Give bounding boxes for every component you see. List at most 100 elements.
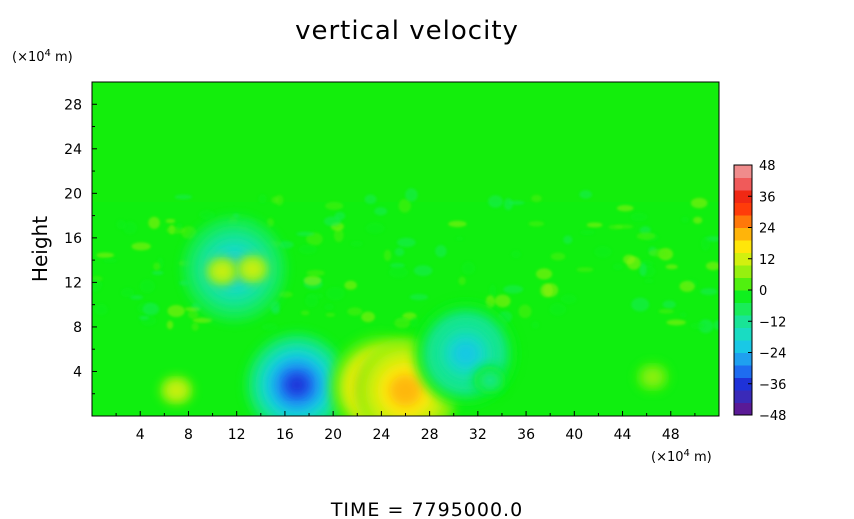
turbulence-cell [511, 250, 521, 259]
turbulence-cell [96, 252, 115, 258]
turbulence-cell [174, 194, 193, 200]
y-axis-unit: (×104 m) [12, 48, 73, 65]
turbulence-cell [531, 194, 542, 203]
x-tick-label: 12 [228, 427, 246, 443]
colorbar-swatch [734, 302, 752, 316]
turbulence-cell [550, 252, 566, 261]
turbulence-cell [616, 205, 634, 212]
turbulence-cell [374, 207, 388, 216]
colorbar-tick-label: −48 [759, 409, 786, 424]
velocity-cell [236, 254, 269, 284]
turbulence-cell [266, 218, 274, 228]
time-footer: TIME = 7795000.0 [330, 499, 523, 519]
y-axis-label: Height [28, 216, 52, 282]
turbulence-cell [192, 317, 213, 323]
velocity-cell [473, 365, 507, 395]
chart-title: vertical velocity [295, 16, 519, 46]
turbulence-cell [693, 216, 703, 224]
colorbar-swatch [734, 190, 752, 203]
colorbar-tick-label: −36 [759, 378, 786, 393]
turbulence-cell [461, 261, 476, 275]
turbulence-cell [344, 280, 357, 290]
turbulence-cell [142, 302, 160, 316]
turbulence-cell [187, 309, 199, 319]
turbulence-cell [350, 240, 363, 247]
colorbar-tick-label: −24 [759, 347, 786, 362]
colorbar-swatch [734, 377, 752, 391]
turbulence-cell [485, 295, 495, 309]
velocity-features [160, 216, 670, 416]
turbulence-cell [398, 199, 411, 213]
turbulence-cell [131, 242, 151, 251]
turbulence-cell [503, 198, 513, 211]
turbulence-cell [488, 195, 503, 208]
turbulence-cell [458, 276, 466, 286]
turbulence-cell [176, 223, 183, 230]
y-tick-label: 8 [73, 320, 82, 336]
turbulence-cell [518, 304, 532, 319]
turbulence-cell [531, 321, 540, 329]
turbulence-cell [138, 315, 150, 320]
turbulence-cell [594, 246, 612, 258]
turbulence-cell [325, 312, 336, 317]
turbulence-cell [116, 219, 126, 230]
velocity-cell [160, 375, 193, 405]
colorbar-swatch [734, 165, 752, 178]
colorbar-swatch [734, 240, 752, 253]
turbulence-cell [644, 278, 654, 284]
colorbar-swatch [734, 227, 752, 241]
turbulence-cell [306, 269, 325, 277]
x-tick-label: 16 [276, 427, 294, 443]
turbulence-cell [120, 287, 135, 298]
colorbar-tick-label: 48 [759, 159, 776, 174]
turbulence-cell [325, 201, 344, 210]
turbulence-cell [698, 319, 714, 334]
turbulence-cell [679, 312, 687, 318]
turbulence-cell [325, 286, 345, 301]
turbulence-cell [394, 317, 411, 329]
turbulence-cell [394, 247, 405, 257]
turbulence-cell [489, 284, 497, 298]
turbulence-cell [152, 270, 164, 275]
turbulence-cell [347, 307, 363, 316]
turbulence-cell [278, 291, 293, 298]
turbulence-cell [261, 323, 279, 331]
turbulence-cell [410, 316, 419, 328]
colorbar-swatch [734, 265, 752, 278]
turbulence-cell [630, 212, 648, 222]
turbulence-cell [639, 262, 647, 277]
colorbar-swatch [734, 352, 752, 366]
turbulence-cell [648, 249, 666, 257]
velocity-cell [636, 362, 670, 392]
turbulence-cell [296, 231, 315, 237]
x-axis-unit: (×104 m) [651, 448, 712, 465]
y-tick-label: 16 [64, 231, 82, 247]
turbulence-cell [456, 236, 464, 241]
turbulence-cell [448, 220, 467, 228]
x-tick-label: 44 [614, 427, 632, 443]
colorbar-swatch [734, 390, 752, 403]
turbulence-cell [396, 237, 416, 248]
colorbar-swatch [734, 327, 752, 341]
colorbar-swatch [734, 202, 752, 216]
turbulence-cell [94, 303, 108, 316]
y-axis: 4 8 12 16 20 24 28 [64, 97, 97, 395]
colorbar-swatch [734, 365, 752, 378]
turbulence-cell [139, 279, 156, 293]
turbulence-cell [705, 261, 719, 271]
turbulence-cell [666, 319, 687, 326]
turbulence-cell [153, 262, 161, 271]
turbulence-cell [679, 280, 695, 292]
turbulence-cell [333, 228, 344, 243]
turbulence-cell [166, 320, 174, 330]
turbulence-cell [409, 293, 429, 301]
turbulence-cell [300, 310, 310, 316]
turbulence-cell [413, 265, 433, 276]
x-tick-label: 4 [136, 427, 145, 443]
turbulence-cell [271, 196, 279, 204]
turbulence-cell [586, 222, 603, 228]
colorbar-swatch [734, 277, 752, 291]
turbulence-cell [165, 218, 176, 224]
turbulence-cell [365, 222, 385, 234]
x-tick-label: 28 [421, 427, 439, 443]
